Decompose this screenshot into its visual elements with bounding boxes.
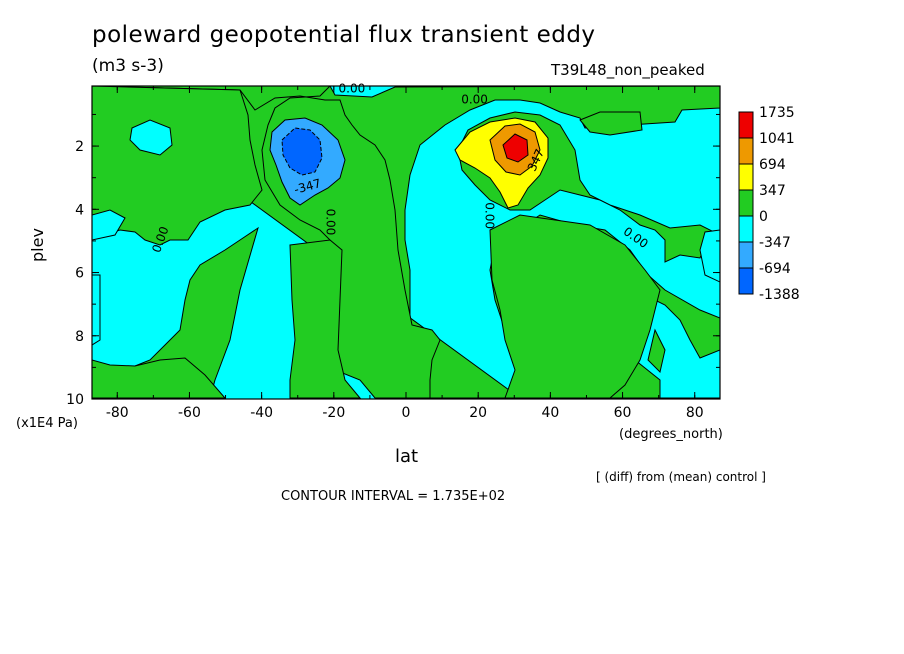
- legend-label: 1735: [759, 105, 795, 121]
- contour-label: 0.00: [324, 209, 338, 236]
- legend-swatch: [738, 215, 754, 243]
- legend-swatch: [738, 111, 754, 139]
- field-green-upper-right: [579, 111, 643, 136]
- x-axis-ticks: -80 -60 -40 -20 0 20 40 60 80: [106, 86, 704, 421]
- legend-label: 347: [759, 183, 786, 199]
- y-axis-units: (x1E4 Pa): [16, 416, 78, 431]
- chart-title: poleward geopotential flux transient edd…: [92, 22, 596, 48]
- x-tick-label: -20: [322, 405, 345, 421]
- y-axis-ticks: 2 4 6 8 10: [66, 113, 720, 408]
- x-tick-label: 60: [614, 405, 632, 421]
- y-tick-label: 4: [75, 202, 84, 218]
- field-blue-deep: [281, 127, 323, 176]
- x-tick-label: 0: [402, 405, 411, 421]
- legend-label: -694: [759, 261, 791, 277]
- legend-swatch: [738, 163, 754, 191]
- contour-label: -347: [293, 176, 323, 197]
- field-green-west: [92, 86, 441, 399]
- x-tick-label: 40: [541, 405, 559, 421]
- legend-label: -347: [759, 235, 791, 251]
- chart-units: (m3 s-3): [92, 56, 164, 76]
- y-tick-label: 6: [75, 266, 84, 282]
- field-green-lower-center: [289, 239, 362, 399]
- y-tick-label: 2: [75, 139, 84, 155]
- contour-label: 0.00: [461, 92, 488, 106]
- contour-interval: CONTOUR INTERVAL = 1.735E+02: [281, 489, 506, 504]
- field-cyan-island-far-west: [92, 209, 126, 241]
- x-axis-label: lat: [395, 446, 419, 467]
- y-tick-label: 8: [75, 329, 84, 345]
- legend-label: -1388: [759, 287, 800, 303]
- x-tick-label: -60: [178, 405, 201, 421]
- field-green-east-lower: [647, 328, 666, 373]
- field-green-south-lower: [92, 357, 227, 399]
- contour-label: 0.00: [482, 202, 496, 229]
- legend-label: 0: [759, 209, 768, 225]
- x-tick-label: 20: [469, 405, 487, 421]
- x-tick-label: -40: [250, 405, 273, 421]
- field-cyan-island-west-low: [92, 274, 101, 346]
- legend-label: 694: [759, 157, 786, 173]
- x-tick-label: 80: [686, 405, 704, 421]
- field-cyan-island-southeast: [699, 229, 720, 283]
- contour-label: 0.00: [339, 81, 366, 95]
- diff-note: [ (diff) from (mean) control ]: [596, 470, 766, 484]
- legend-swatch: [738, 137, 754, 165]
- legend-swatch: [738, 189, 754, 217]
- plot-area: [92, 86, 720, 399]
- legend-swatch: [738, 267, 754, 295]
- run-label: T39L48_non_peaked: [551, 61, 705, 79]
- color-legend: 1735 1041 694 347 0 -347 -694 -1388: [738, 105, 800, 303]
- x-tick-label: -80: [106, 405, 129, 421]
- field-cyan-island-northwest: [129, 119, 173, 156]
- field-green-east-center: [489, 214, 661, 399]
- legend-label: 1041: [759, 131, 795, 147]
- field-red-core: [502, 133, 529, 163]
- y-tick-label: 10: [66, 392, 84, 408]
- x-axis-units: (degrees_north): [619, 427, 723, 442]
- legend-swatch: [738, 241, 754, 269]
